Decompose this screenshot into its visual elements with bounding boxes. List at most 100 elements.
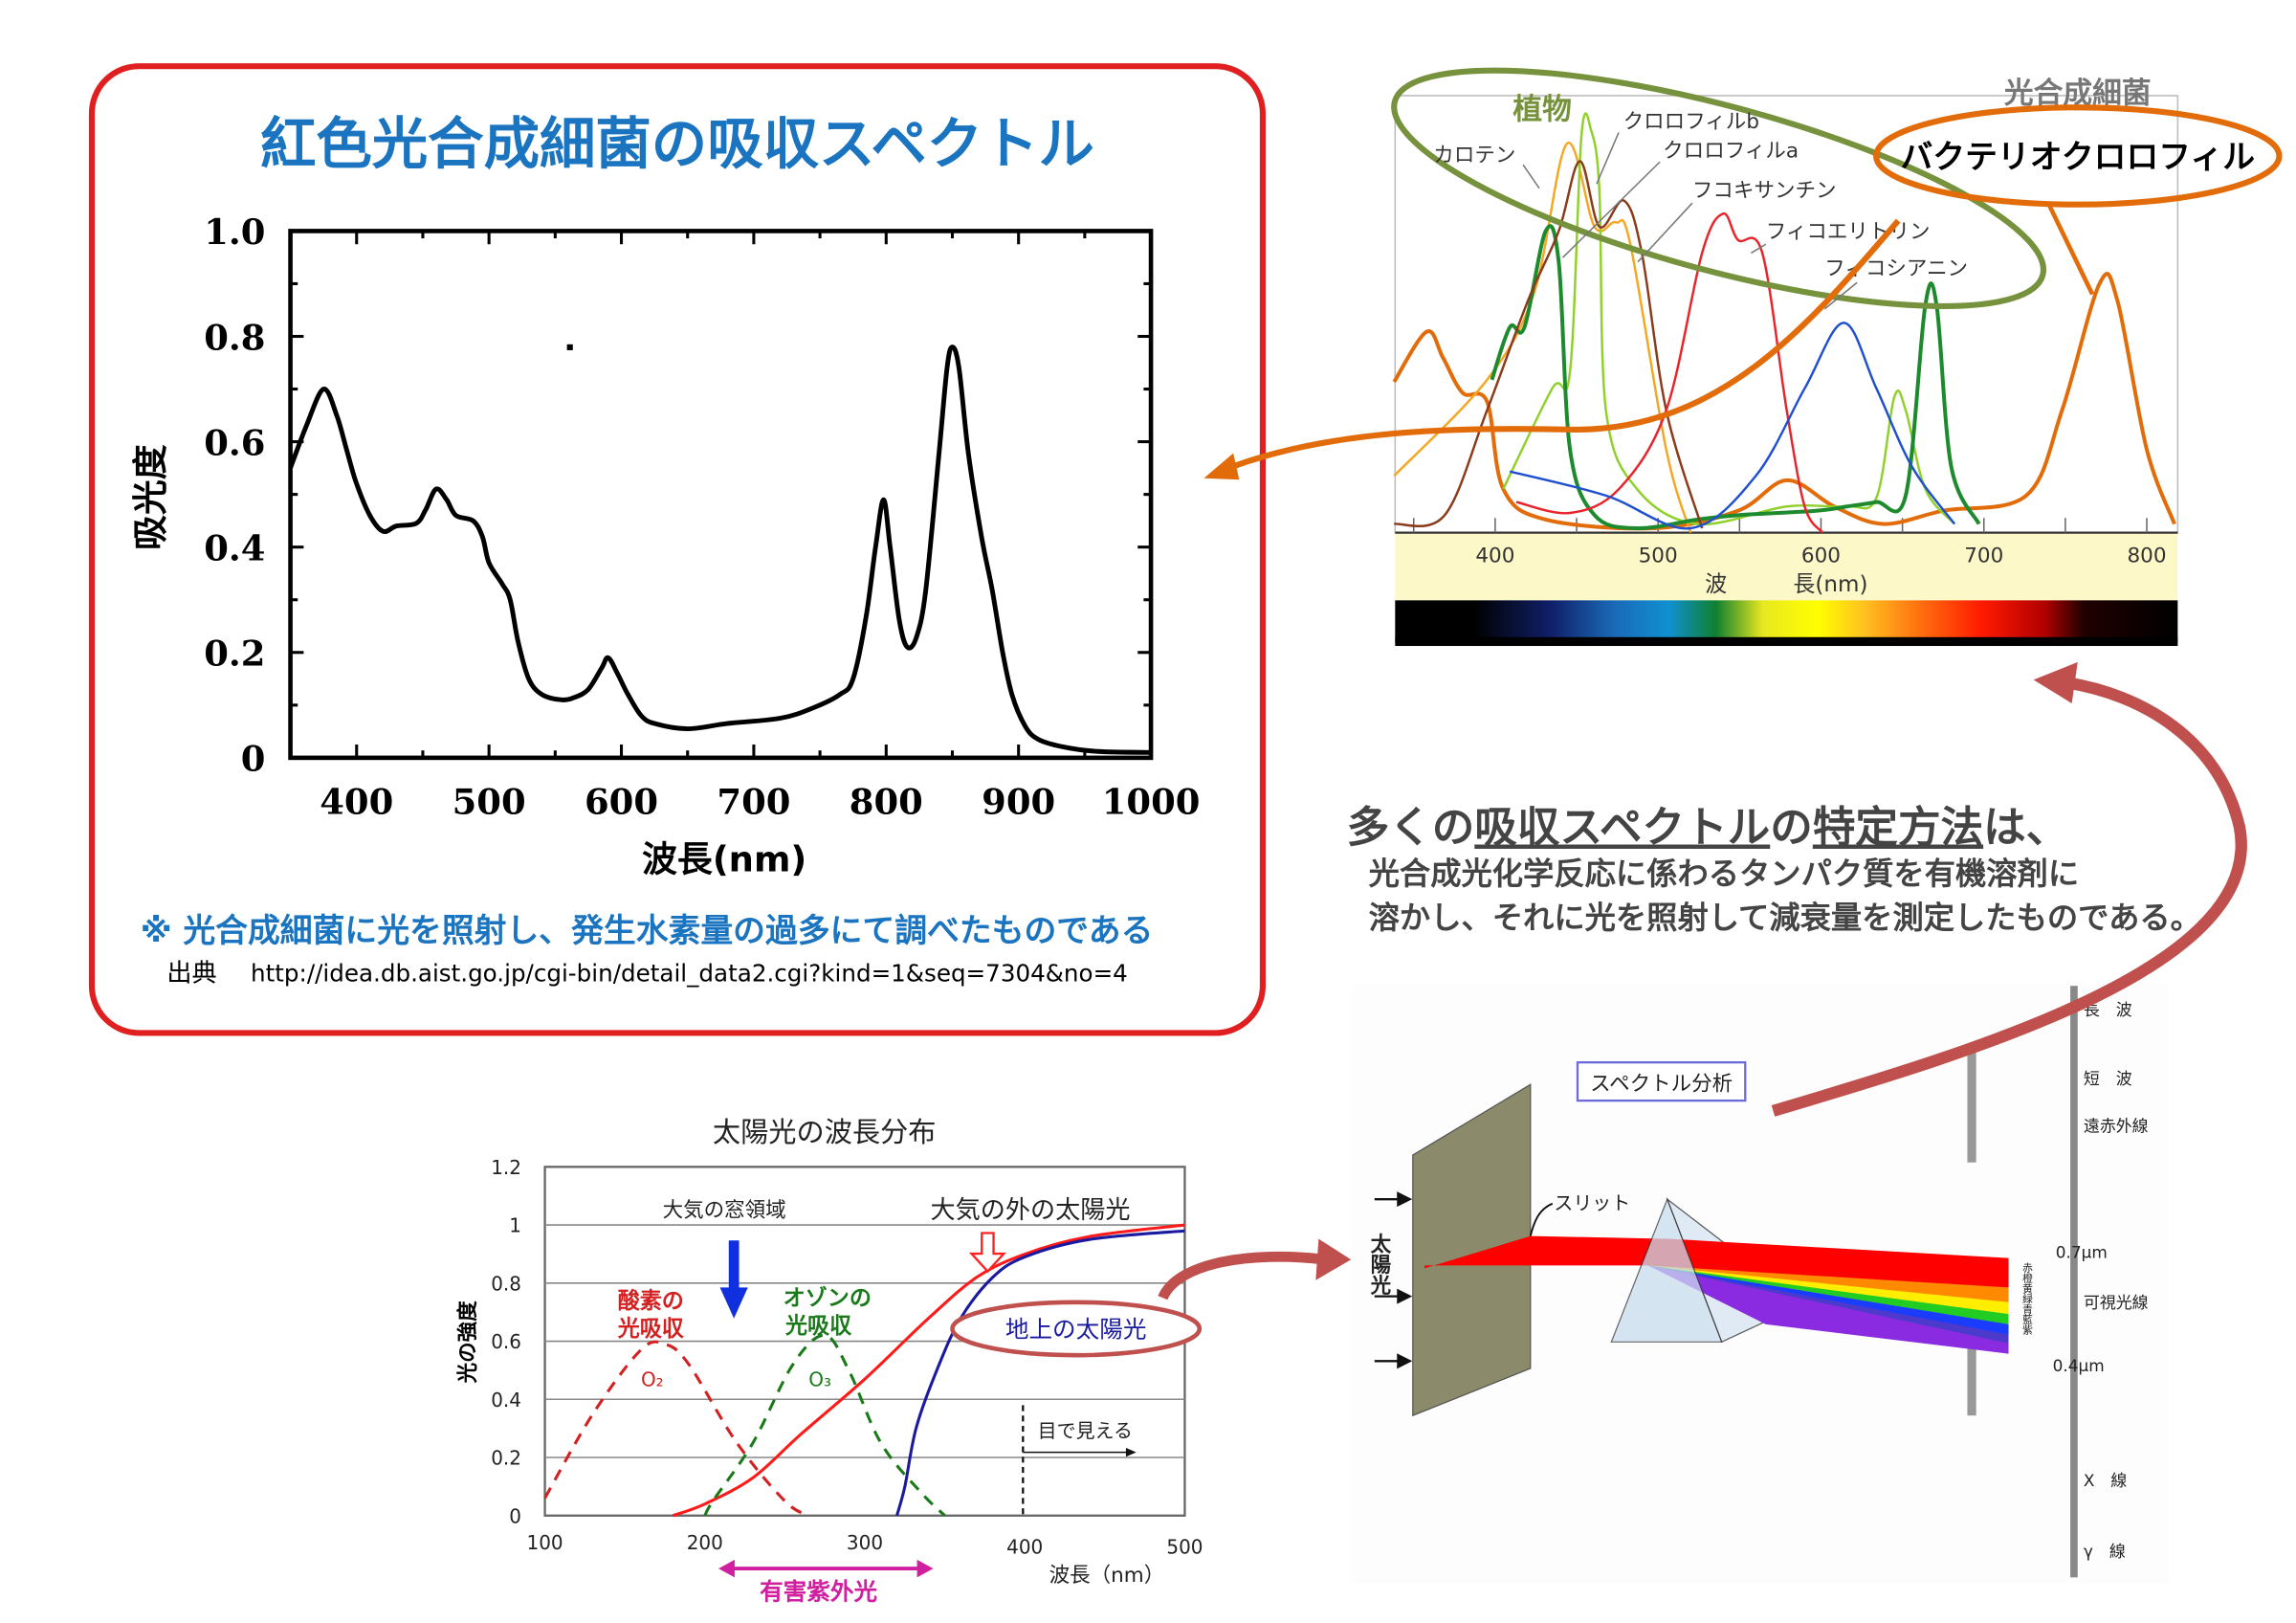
main-panel: 紅色光合成細菌の吸収スペクトル 波長(nm) 吸光度 400 500 600 700 8… [88,63,1267,1036]
source-url[interactable]: http://idea.db.aist.go.jp/cgi-bin/detail… [251,960,1128,988]
window-down-arrow-icon [719,1240,748,1319]
x-tick-label: 400 [1006,1536,1043,1559]
heading-part: 多くの [1347,803,1475,853]
arrowhead-right-icon [916,1559,934,1578]
pigment-curve [1490,224,1981,531]
spectrum-colors-label: 赤橙黄緑青藍紫 [2021,1262,2034,1334]
slit-plate [1412,1083,1532,1417]
method-description: 多くの吸収スペクトルの特定方法は、 光合成光化学反応に係わるタンパク質を有機溶剤… [1347,803,2201,937]
pigment-curve [1392,272,2176,531]
spectrum-bar [1395,600,2178,643]
spectrum-bar-edge [1395,636,2178,647]
scale-bar-outer [2070,986,2078,1578]
slit-pointer [1529,1202,1554,1236]
sunlight-curve [672,1223,1185,1518]
x-axis-label: 波長（nm） [1049,1564,1165,1588]
o3-label: O₃ [808,1367,831,1390]
x-tick-label: 800 [850,780,923,822]
fucoxanthin-label: フコキサンチン [1692,179,1837,203]
scale-short-wave: 短 波 [2084,1069,2132,1088]
scale-gamma-ray: γ 線 [2084,1542,2126,1561]
sunlight-curve [895,1229,1185,1517]
arrow-ground-to-prism [1158,1251,1326,1301]
pigment-annotations: 植物 光合成細菌 バクテリオクロロフィル カロテン クロロフィルb クロロフィル… [1203,67,2283,480]
y-tick-label: 0.4 [491,1389,521,1412]
x-tick-label: 300 [847,1531,883,1554]
y-tick-label: 0.2 [491,1447,521,1470]
pigment-curve [1393,142,1692,533]
rainbow-violet [1647,1265,2009,1354]
y-tick-label: 0.8 [204,316,265,358]
ozone-label-2: 光吸収 [784,1314,852,1339]
x-tick-label: 500 [1166,1536,1203,1559]
sunlight-arrows [1374,1191,1413,1369]
x-tick-label: 500 [453,780,526,822]
solar-annotations: 大気の窓領域 大気の外の太陽光 酸素の 光吸収 オゾンの 光吸収 地上の太陽光 … [617,1196,1203,1605]
leader-lines [1522,132,1858,310]
panel-frame [88,63,1267,1036]
y-tick-label: 0.4 [204,527,265,569]
bacteria-connector-line [2045,202,2095,296]
scale-0-4um: 0.4μm [2053,1356,2105,1375]
oxygen-label-2: 光吸収 [617,1317,685,1342]
y-tick-label: 0.8 [491,1272,521,1295]
heading-part-underlined: 吸収スペクトル [1474,803,1770,853]
bacteriochlorophyll-label: バクテリオクロロフィル [1900,138,2255,175]
y-tick-label: 0.2 [204,633,265,675]
x-tick-label: 800 [2128,544,2167,567]
x-tick-label: 200 [687,1531,723,1554]
y-tick-label: 1 [509,1214,521,1237]
x-tick-label: 500 [1639,544,1678,567]
sunlight-label: 太陽光 [1367,1233,1392,1296]
scale-visible: 可視光線 [2084,1293,2149,1312]
prism-diagram: スペクトル分析 太陽光 スリット 赤橙黄緑青藍紫 長 波 短 波 遠赤外線 0.… [1351,983,2170,1584]
scale-0-7um: 0.7μm [2056,1243,2108,1262]
outside-sun-label: 大気の外の太陽光 [930,1196,1130,1225]
method-line-2: 溶かし、それに光を照射して減衰量を測定したものである。 [1369,900,2201,936]
harmful-uv-label: 有害紫外光 [760,1577,877,1605]
scale-long-wave: 長 波 [2084,1000,2132,1019]
scale-bar-inner-top [1967,1052,1976,1163]
y-tick-label: 1.2 [491,1156,521,1179]
curved-arrow-to-pigment-chart [1771,677,2247,1117]
speck [566,344,573,350]
absorption-dashed-curve [543,1340,810,1518]
axis-band [1395,532,2178,601]
arrowhead-left-icon [718,1559,735,1578]
y-tick-label: 0 [241,738,266,780]
heading-part-underlined: 特定方法 [1813,803,1983,853]
x-tick-label: 100 [527,1531,563,1554]
window-label: 大気の窓領域 [663,1199,786,1223]
prism-front [1610,1197,1723,1343]
pigment-curve [1515,212,1824,534]
y-axis-label: 光の強度 [455,1301,480,1385]
arrowhead-icon [2033,661,2078,703]
bacteria-to-chart-arrow [1220,218,1901,474]
scale-far-infrared: 遠赤外線 [2084,1116,2149,1135]
x-tick-label: 400 [1475,544,1514,567]
slit-label: スリット [1554,1191,1630,1214]
oxygen-label-1: 酸素の [618,1288,684,1314]
arrowhead-icon [1203,453,1240,480]
y-axis-label: 吸光度 [130,444,171,550]
hollow-down-arrow-icon [968,1232,1006,1274]
method-heading: 多くの吸収スペクトルの特定方法は、 [1347,803,2069,853]
y-tick-label: 0 [509,1504,521,1527]
carotene-label: カロテン [1433,144,1515,167]
arrowhead-icon [1125,1448,1137,1457]
x-tick-label: 900 [982,780,1055,822]
heading-part: の [1770,803,1813,853]
pigment-curve [1502,112,1956,526]
pigment-curve [1509,322,1956,530]
phycoerythrin-label: フィコエリトリン [1766,220,1931,244]
chlorophyll-b-label: クロロフィルb [1623,110,1759,134]
x-axis-label: 波 長(nm) [1705,572,1867,597]
x-tick-label: 700 [717,780,790,822]
x-tick-label: 600 [1801,544,1841,567]
analysis-label: スペクトル分析 [1590,1072,1733,1096]
ground-sun-ellipse [950,1300,1203,1358]
heading-part: は、 [1983,803,2068,853]
x-tick-label: 600 [585,780,658,822]
chlorophyll-a-label: クロロフィルa [1663,140,1799,164]
